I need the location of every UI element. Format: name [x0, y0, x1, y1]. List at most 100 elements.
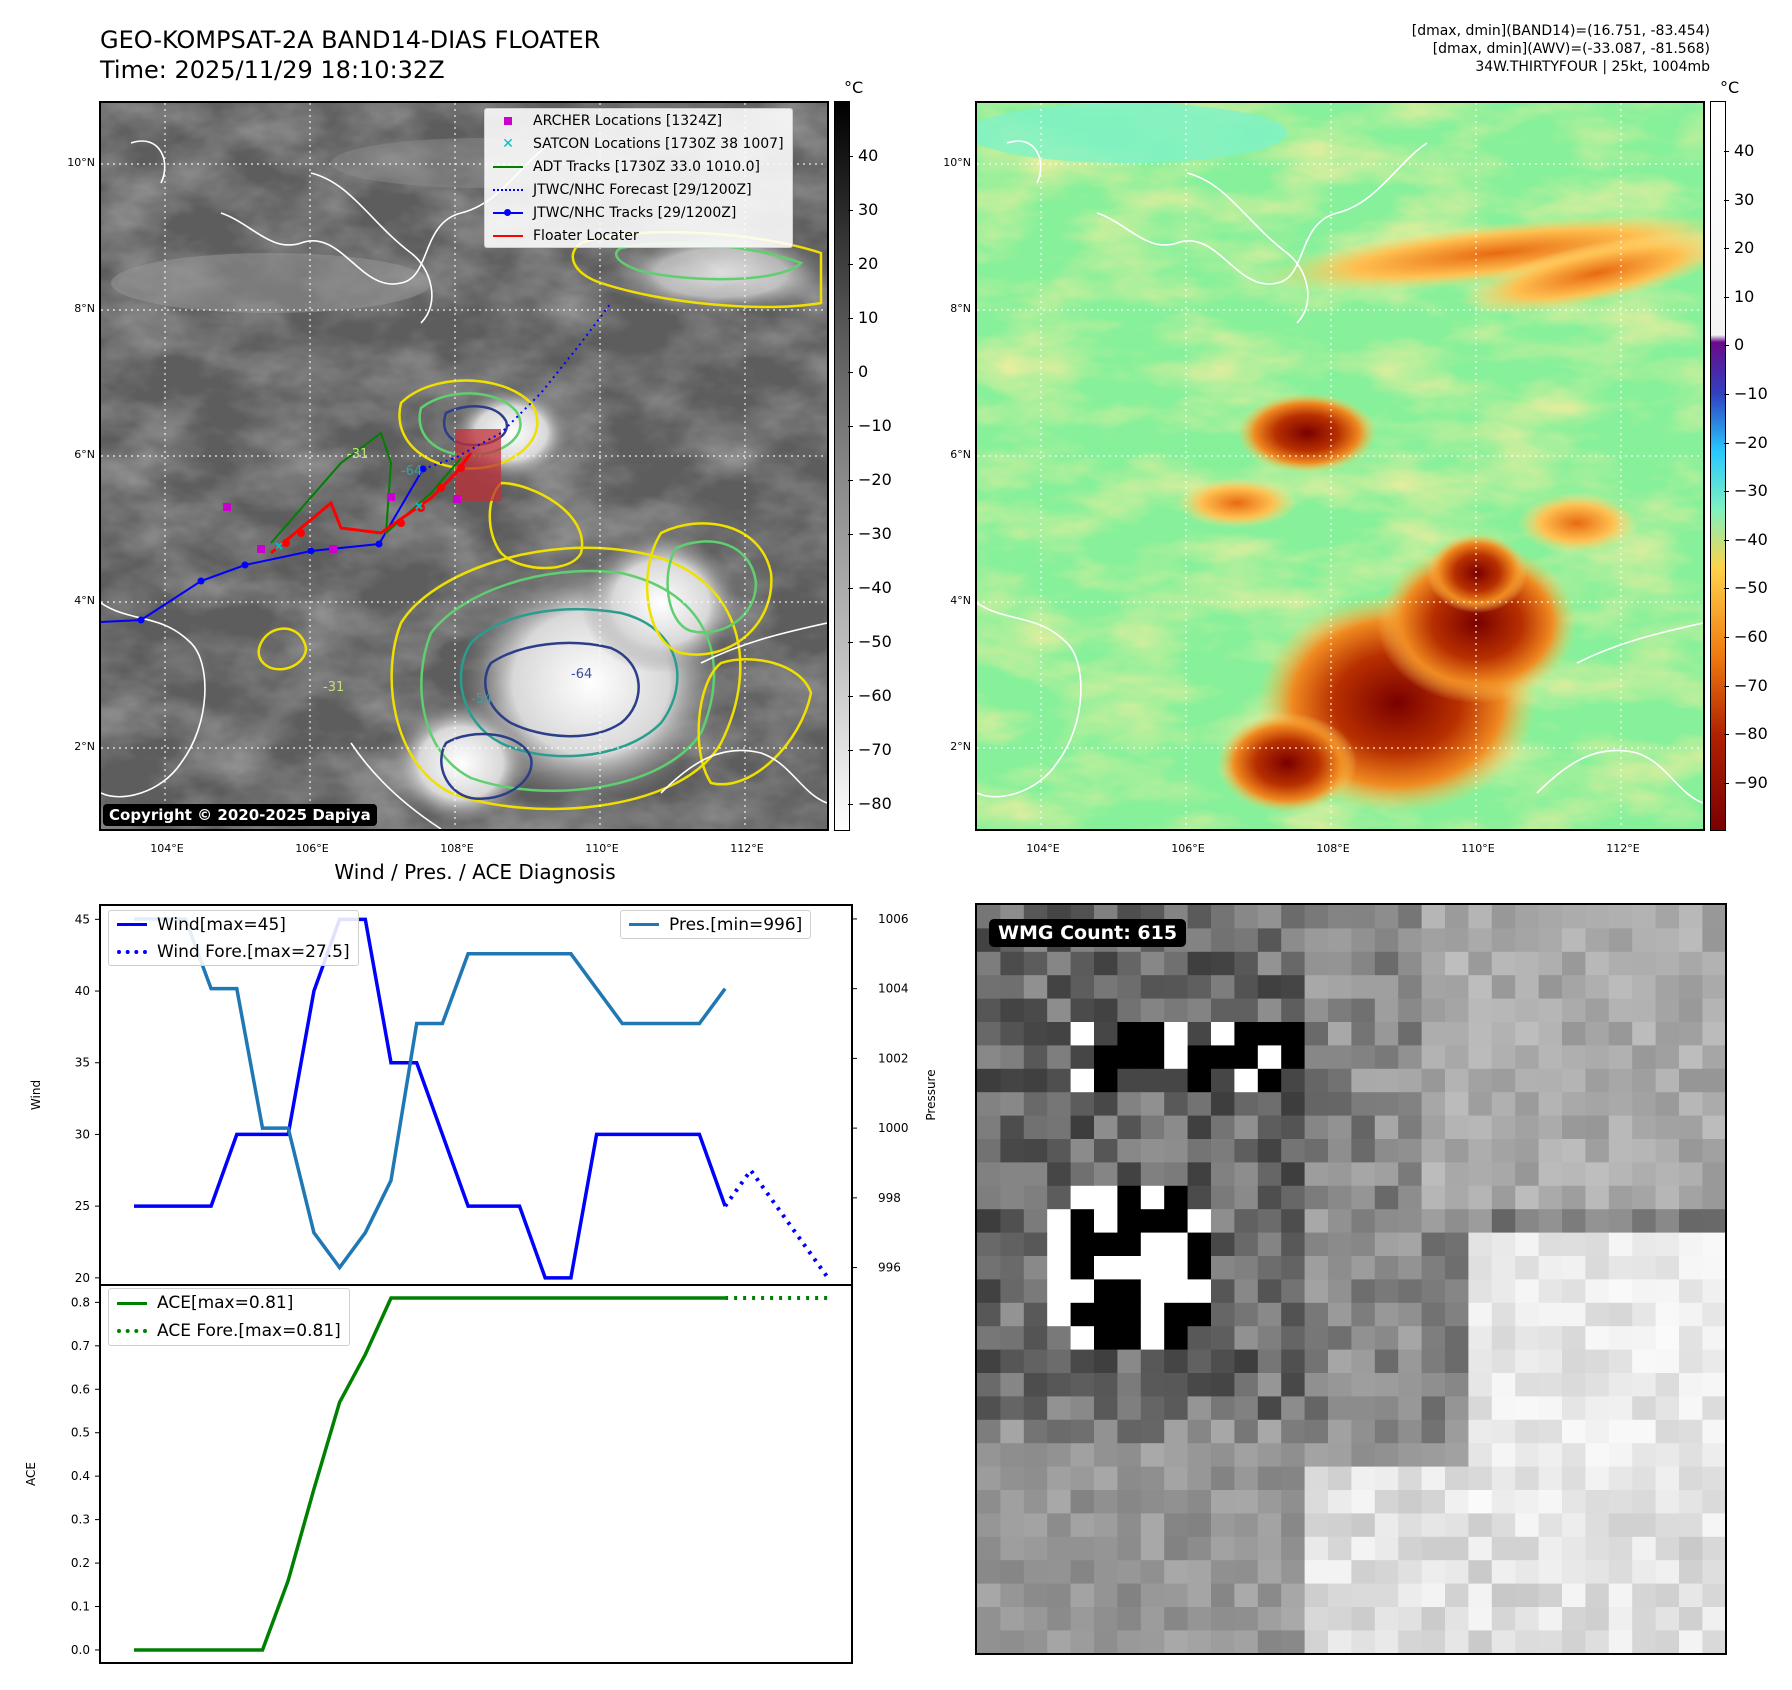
- ace-line: [134, 1296, 726, 1652]
- pressure-line: [134, 917, 727, 1271]
- colorbar-tick-label: −80: [858, 794, 892, 813]
- ace-tick-label: 0.3: [71, 1513, 90, 1527]
- contour-label: -64: [401, 464, 422, 479]
- wind-tick-label: 30: [75, 1127, 90, 1141]
- lat-label: 10°N: [943, 156, 971, 169]
- lat-label: 8°N: [74, 302, 95, 315]
- band14-colorbar-unit: °C: [844, 78, 864, 97]
- ace-tick-label: 0.4: [71, 1469, 90, 1483]
- contour-label: -54: [471, 692, 492, 707]
- pressure-tick-label: 1006: [878, 912, 909, 926]
- ace-tick-label: 0.6: [71, 1382, 90, 1396]
- legend-label: ADT Tracks [1730Z 33.0 1010.0]: [533, 158, 760, 175]
- wind-tick-label: 20: [75, 1271, 90, 1285]
- pressure-legend: Pres.[min=996]: [620, 910, 812, 939]
- diagnosis-chart: 45 40 35 30 25 20 1006 1004 1002 1000 998 996 0.8 0.7…: [24, 904, 938, 1664]
- colorbar-tick-label: −40: [1734, 529, 1768, 549]
- wind-legend: Wind[max=45] Wind Fore.[max=27.5]: [108, 910, 359, 966]
- legend-item: JTWC/NHC Forecast [29/1200Z]: [485, 178, 792, 201]
- band14-map: -31 -64 -54 -64 -31 ARCHER Locations [13…: [99, 101, 829, 831]
- colorbar-tick-label: −70: [1734, 675, 1768, 695]
- wmg-panel: WMG Count: 615: [975, 903, 1727, 1655]
- legend-item: ARCHER Locations [1324Z]: [485, 109, 792, 132]
- legend-label: JTWC/NHC Tracks [29/1200Z]: [533, 204, 737, 221]
- lon-label: 112°E: [1606, 842, 1640, 855]
- colorbar-tick-label: −90: [1734, 772, 1768, 792]
- ace-tick-label: 0.1: [71, 1600, 90, 1614]
- colorbar-tick-label: −10: [1734, 384, 1768, 403]
- jtwc-track-points: [137, 465, 427, 624]
- wind-line: [134, 917, 727, 1280]
- pres-legend-label: Pres.[min=996]: [669, 914, 803, 935]
- awv-map-image: [977, 103, 1703, 829]
- colorbar-tick-label: −60: [858, 686, 892, 705]
- wmg-count-badge: WMG Count: 615: [989, 919, 1187, 947]
- info-block: [dmax, dmin](BAND14)=(16.751, -83.454) […: [1412, 22, 1710, 76]
- awv-colorbar: [1710, 101, 1726, 831]
- band14-colorbar: [834, 101, 850, 831]
- lat-label: 4°N: [950, 594, 971, 607]
- contour-label: -31: [323, 680, 344, 695]
- colorbar-tick-label: −10: [858, 416, 892, 435]
- lon-label: 108°E: [1316, 842, 1350, 855]
- wind-tick-label: 40: [75, 984, 90, 998]
- ace-axis-label: ACE: [24, 1462, 38, 1486]
- legend-item: ✕ SATCON Locations [1730Z 38 1007]: [502, 135, 784, 152]
- ace-fore-legend-label: ACE Fore.[max=0.81]: [157, 1321, 341, 1341]
- colorbar-tick-label: 20: [858, 254, 879, 273]
- lon-label: 108°E: [440, 842, 474, 855]
- ace-tick-label: 0.2: [71, 1556, 90, 1570]
- colorbar-tick-label: 10: [858, 308, 879, 327]
- diagnosis-title: Wind / Pres. / ACE Diagnosis: [334, 860, 616, 884]
- colorbar-tick-label: −20: [858, 470, 892, 489]
- wind-tick-label: 35: [75, 1056, 90, 1070]
- colorbar-tick-label: −30: [858, 524, 892, 543]
- archer-points: [223, 493, 461, 553]
- pressure-axis-label: Pressure: [924, 1069, 938, 1120]
- colorbar-tick-label: −50: [1734, 578, 1768, 598]
- ace-legend-label: ACE[max=0.81]: [157, 1293, 294, 1313]
- lat-label: 4°N: [74, 594, 95, 607]
- colorbar-tick-label: −80: [1734, 724, 1768, 744]
- figure-title-line2: Time: 2025/11/29 18:10:32Z: [100, 56, 445, 84]
- jtwc-forecast-track: [422, 302, 612, 470]
- lat-label: 8°N: [950, 302, 971, 315]
- awv-colorbar-unit: °C: [1720, 78, 1740, 97]
- legend-label: SATCON Locations [1730Z 38 1007]: [533, 135, 784, 152]
- ace-tick-label: 0.8: [71, 1295, 90, 1309]
- lon-label: 112°E: [730, 842, 764, 855]
- ace-tick-label: 0.7: [71, 1339, 90, 1353]
- figure-title-line1: GEO-KOMPSAT-2A BAND14-DIAS FLOATER: [100, 26, 601, 54]
- lon-label: 110°E: [585, 842, 619, 855]
- legend-item: Floater Locater: [485, 224, 792, 247]
- wind-forecast-line: [723, 1166, 830, 1279]
- colorbar-tick-label: −40: [858, 578, 892, 597]
- colorbar-tick-label: 40: [858, 146, 879, 165]
- colorbar-tick-label: −20: [1734, 432, 1768, 452]
- lat-label: 6°N: [950, 448, 971, 461]
- ace-tick-label: 0.5: [71, 1426, 90, 1440]
- satcon-points: [275, 502, 423, 550]
- legend-item: JTWC/NHC Tracks [29/1200Z]: [485, 201, 792, 224]
- colorbar-tick-label: −70: [858, 740, 892, 759]
- lon-label: 110°E: [1461, 842, 1495, 855]
- ace-axes-frame: [99, 1284, 853, 1664]
- colorbar-tick-label: −30: [1734, 481, 1768, 501]
- colorbar-tick-label: 20: [1734, 238, 1755, 258]
- colorbar-tick-label: 10: [1734, 286, 1755, 306]
- ace-legend: ACE[max=0.81] ACE Fore.[max=0.81]: [108, 1288, 350, 1346]
- colorbar-tick-label: −50: [858, 632, 892, 651]
- colorbar-tick-label: 30: [1734, 189, 1755, 209]
- adt-track: [270, 431, 462, 544]
- track-legend: ARCHER Locations [1324Z] ✕ SATCON Location…: [484, 108, 793, 248]
- colorbar-tick-label: 40: [1734, 141, 1755, 160]
- contour-label: -64: [571, 667, 592, 682]
- info-storm: 34W.THIRTYFOUR | 25kt, 1004mb: [1475, 59, 1710, 75]
- lon-label: 104°E: [150, 842, 184, 855]
- pressure-tick-label: 1000: [878, 1121, 909, 1135]
- colorbar-tick-label: 0: [1734, 335, 1745, 355]
- legend-item: ADT Tracks [1730Z 33.0 1010.0]: [485, 155, 792, 178]
- pressure-tick-label: 1004: [878, 982, 909, 996]
- lat-label: 6°N: [74, 448, 95, 461]
- lat-label: 2°N: [74, 740, 95, 753]
